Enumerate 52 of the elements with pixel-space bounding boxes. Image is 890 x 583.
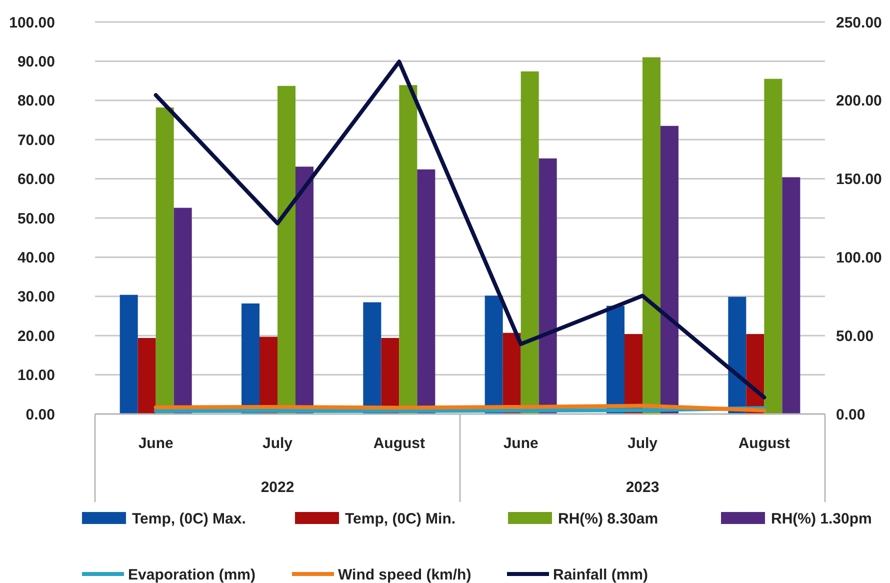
bar (728, 296, 746, 414)
bar (520, 71, 539, 414)
y2-tick-label: 250.00 (836, 14, 882, 32)
y2-tick-label: 50.00 (836, 328, 874, 345)
x-tick-label: August (373, 435, 426, 452)
legend-label: RH(%) 8.30am (558, 510, 658, 528)
bar (538, 158, 557, 414)
bar (138, 338, 156, 414)
bar (606, 306, 624, 414)
y-tick-label: 50.00 (17, 210, 55, 228)
legend-label: Evaporation (mm) (128, 566, 256, 583)
bar (399, 85, 418, 414)
y-tick-label: 40.00 (17, 249, 55, 266)
bar (484, 296, 503, 414)
bar (363, 302, 382, 414)
bar (417, 169, 436, 414)
legend-label: Temp, (0C) Min. (345, 510, 456, 528)
line-series (154, 60, 766, 400)
y2-tick-label: 150.00 (836, 171, 882, 188)
y-tick-label: 70.00 (17, 132, 55, 149)
bar (782, 177, 800, 414)
y-tick-label: 60.00 (17, 171, 55, 188)
y-tick-label: 10.00 (17, 367, 55, 384)
y2-tick-label: 200.00 (836, 92, 882, 110)
x-tick-label: June (138, 435, 174, 452)
bar (156, 107, 174, 414)
x-tick-label: July (627, 435, 658, 452)
y2-tick-label: 0.00 (836, 406, 866, 424)
y2-tick-label: 100.00 (836, 249, 882, 266)
legend-label: Wind speed (km/h) (338, 566, 472, 583)
x-tick-label: August (738, 435, 790, 452)
bar (660, 126, 678, 414)
y-tick-label: 90.00 (17, 53, 55, 70)
y-tick-label: 0.00 (26, 406, 55, 424)
bar (174, 208, 192, 414)
y-tick-label: 80.00 (17, 92, 55, 110)
bar (242, 303, 260, 414)
legend-label: Temp, (0C) Max. (132, 510, 246, 528)
legend-label: RH(%) 1.30pm (771, 510, 872, 528)
bar (278, 86, 296, 414)
y-tick-label: 30.00 (17, 288, 55, 306)
x-tick-label: June (503, 435, 538, 452)
bar (764, 78, 782, 414)
bar (642, 57, 660, 414)
x-tick-label: July (262, 435, 294, 452)
y-tick-label: 20.00 (17, 328, 55, 345)
legend-label: Rainfall (mm) (553, 566, 648, 583)
text: 2022 (260, 479, 294, 496)
text: 2023 (626, 479, 660, 496)
bar (120, 294, 138, 414)
y-tick-label: 100.00 (9, 14, 55, 32)
bar (296, 166, 314, 414)
